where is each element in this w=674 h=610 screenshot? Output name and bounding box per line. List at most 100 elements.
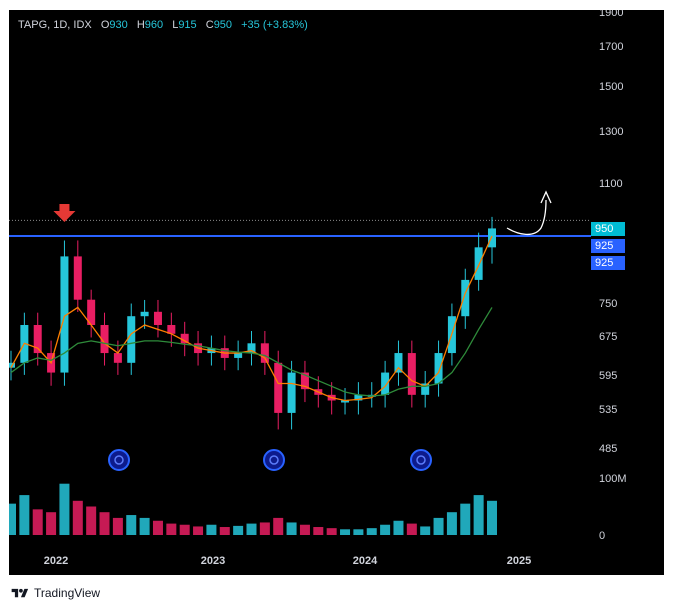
volume-bar (340, 529, 351, 535)
volume-bar (59, 483, 70, 535)
event-marker-icon (410, 449, 432, 471)
event-marker-core (416, 455, 426, 465)
ma-price-tag-b: 925 (591, 256, 625, 270)
price-tick-label: 1100 (599, 178, 623, 190)
price-candle (100, 325, 109, 354)
ma-price-tag-a: 925 (591, 239, 625, 253)
time-tick-label: 2024 (353, 555, 378, 567)
price-candle (488, 228, 496, 248)
volume-tick-label: 100M (599, 473, 627, 485)
last-price-tag: 950 (591, 222, 625, 236)
event-marker-core (114, 455, 124, 465)
price-candle (234, 353, 243, 358)
volume-bar (406, 523, 417, 535)
legend-close-value: 950 (213, 19, 233, 31)
volume-bar (286, 522, 297, 535)
volume-bar (313, 527, 324, 535)
legend-symbol: TAPG, 1D, IDX (18, 19, 92, 31)
price-tick-label: 485 (599, 443, 617, 455)
volume-bar (380, 524, 391, 535)
price-candle (381, 372, 390, 395)
legend-open-label: O (100, 19, 110, 31)
legend-high-label: H (136, 19, 145, 31)
volume-bar (179, 524, 190, 535)
volume-bar (139, 517, 150, 535)
footer-brand: TradingView (34, 586, 101, 600)
price-candle (140, 311, 149, 317)
event-marker-icon (108, 449, 130, 471)
price-tick-label: 535 (599, 404, 617, 416)
volume-bar (46, 512, 57, 535)
volume-bar (193, 526, 204, 535)
footer: TradingView (10, 585, 100, 601)
price-tick-label: 1500 (599, 81, 623, 93)
volume-bar (246, 523, 257, 535)
volume-bar (326, 528, 337, 535)
volume-bar (166, 523, 177, 535)
price-candle (87, 299, 96, 325)
volume-bar (299, 524, 310, 535)
chart-frame[interactable]: 485 535 595 675 750 1100 1300 1500 1700 1900 100M 0… (9, 10, 664, 575)
volume-bar (19, 495, 30, 535)
price-candle (274, 362, 283, 413)
volume-bar (9, 503, 16, 535)
price-candle (153, 311, 162, 325)
price-candle (354, 394, 363, 401)
price-tick-label: 750 (599, 298, 617, 310)
volume-bar (433, 517, 444, 535)
volume-bar (152, 520, 163, 535)
legend-change: +35 (+3.83%) (241, 19, 308, 31)
price-candle (407, 353, 416, 395)
price-candle (73, 256, 82, 300)
price-candle (434, 353, 443, 384)
price-tick-label: 1300 (599, 126, 623, 138)
volume-bar (86, 506, 97, 535)
legend-low-value: 915 (178, 19, 197, 31)
volume-bar (273, 517, 284, 535)
volume-bar (446, 512, 457, 535)
price-candle (260, 343, 269, 363)
volume-bar (366, 528, 377, 535)
ma-slow-line (10, 307, 493, 397)
price-candle (127, 316, 136, 363)
volume-bar (393, 520, 404, 535)
volume-bar (473, 495, 484, 535)
volume-bar (206, 524, 217, 535)
time-tick-label: 2025 (507, 555, 531, 567)
price-candle (113, 353, 122, 363)
price-candle (287, 372, 296, 413)
time-tick-label: 2022 (44, 555, 68, 567)
volume-tick-label: 0 (599, 530, 605, 542)
legend-low-label: L (172, 19, 179, 31)
target-curve (506, 199, 547, 236)
event-marker-icon (263, 449, 285, 471)
volume-bar (460, 503, 471, 535)
volume-bar (126, 515, 137, 535)
price-candle (247, 343, 256, 354)
down-arrow-icon (53, 204, 76, 222)
event-marker-core (269, 455, 279, 465)
price-candle (474, 247, 483, 280)
volume-bar (219, 527, 230, 535)
price-tick-label: 675 (599, 331, 617, 343)
volume-bar (487, 500, 497, 535)
price-candle (167, 325, 176, 334)
volume-bar (112, 517, 123, 535)
volume-bar (99, 512, 110, 535)
price-candle (33, 325, 42, 354)
legend-high-value: 960 (144, 19, 164, 31)
volume-bar (259, 522, 270, 535)
volume-bar (72, 500, 83, 535)
price-tick-label: 595 (599, 370, 617, 382)
up-arrow-icon (540, 190, 552, 204)
price-candle (461, 279, 470, 317)
legend-close-label: C (205, 19, 214, 31)
volume-bar (420, 526, 431, 535)
volume-bar (233, 525, 244, 535)
price-candle (60, 256, 69, 373)
price-candle (300, 372, 309, 390)
price-candle (394, 353, 403, 373)
volume-bar (353, 529, 364, 535)
ohlc-legend: TAPG, 1D, IDX O930 H960 L915 C950 +35 (+… (18, 19, 308, 31)
chart-svg[interactable]: 485 535 595 675 750 1100 1300 1500 1700 1900 100M 0… (9, 10, 664, 575)
